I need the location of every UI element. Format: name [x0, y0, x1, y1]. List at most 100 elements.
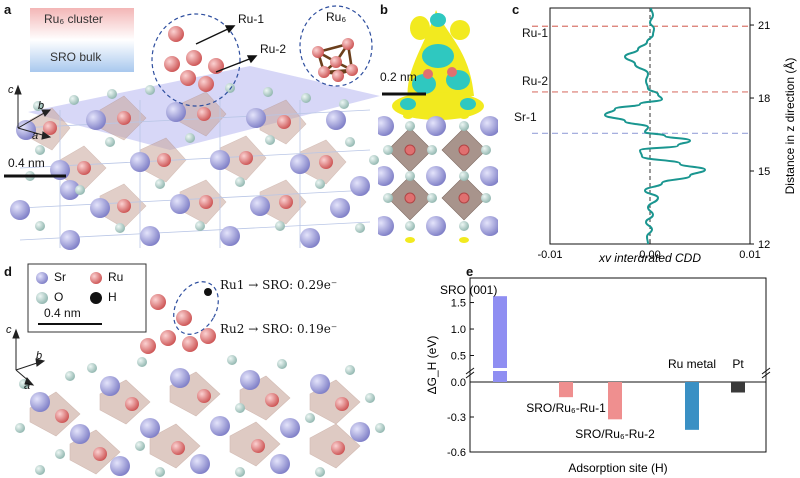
axis-label-b-a: b [38, 100, 45, 112]
slab-d-ru-atoms [55, 389, 349, 461]
chart-e-break-right-1 [761, 367, 771, 375]
h-atom [204, 288, 212, 296]
axis-label-c-a: c [8, 84, 14, 96]
chart-c-x-ticks: -0.01 0.00 0.01 [537, 240, 761, 261]
gradient-legend-box [30, 8, 134, 72]
chart-c-ylabel: Distance in z direction (Å) [782, 58, 797, 195]
label-sr1-c: Sr-1 [514, 110, 537, 124]
chart-e-frame [469, 277, 767, 453]
chart-e-ytick-label: 1.5 [451, 298, 466, 310]
chart-e-category-labels: SRO (001) SRO/Ru₆-Ru-1 SRO/Ru₆-Ru-2 Ru meta… [440, 283, 744, 441]
chart-e-bars [492, 296, 745, 430]
panel-d-structure [12, 263, 385, 477]
legend-o-swatch [36, 292, 48, 304]
charge-transfer-ru2: Ru2 → SRO: 0.19e⁻ [220, 322, 338, 336]
cdd-ru-atoms [423, 67, 457, 79]
chart-c-xlabel: xy intergrated CDD [598, 251, 701, 262]
panel-b-cdd-structure [378, 10, 498, 243]
axis-label-c-d: c [6, 324, 12, 336]
charge-transfer-ru1: Ru1 → SRO: 0.29e⁻ [220, 278, 338, 292]
chart-c-xtick-label: 0.00 [639, 249, 660, 261]
o-atoms [25, 83, 379, 233]
legend-h-swatch [90, 292, 102, 304]
chart-e-free-energy: SRO (001) SRO/Ru₆-Ru-1 SRO/Ru₆-Ru-2 Ru meta… [425, 277, 771, 475]
chart-e-bar-break-gap [492, 368, 508, 371]
chart-c-y-ticks: 12 15 18 21 [750, 20, 770, 251]
chart-e-break-left-1 [465, 367, 475, 375]
chart-e-ytick-label: 1.0 [451, 324, 466, 336]
chart-e-break-left-2 [465, 371, 475, 379]
chart-e-bar-label: Ru metal [668, 357, 716, 371]
chart-c-cdd: -0.01 0.00 0.01 12 15 18 21 xy intergrated CD… [532, 7, 797, 262]
panel-e: e SRO (001) SRO/Ru₆-Ru-1 SRO/Ru₆-Ru-2 Ru me… [420, 258, 800, 478]
legend-o-label: O [54, 290, 64, 304]
h-adsorption-dashed-circle [173, 281, 219, 335]
slab-ru-atoms [404, 144, 470, 204]
cdd-cyan-lobes [400, 13, 476, 110]
legend-h-label: H [108, 290, 117, 304]
slab-o-atoms [383, 121, 491, 231]
chart-e-ytick-label: -0.6 [447, 447, 466, 459]
label-ru2-a: Ru-2 [260, 42, 287, 56]
chart-e-bar-label: SRO/Ru₆-Ru-1 [526, 401, 606, 415]
axis-triad-a [14, 84, 52, 140]
panel-label-c: c [512, 2, 520, 17]
chart-e-xlabel: Adsorption site (H) [568, 461, 667, 475]
panel-c: c -0.01 0.00 0.01 12 15 18 21 xy intergrated … [496, 0, 800, 262]
axis-triad-d [12, 328, 46, 386]
legend-sro-bulk: SRO bulk [50, 50, 102, 64]
sr-atoms [10, 102, 370, 250]
slab-sr-atoms [378, 116, 498, 236]
scale-label-d: 0.4 nm [44, 306, 81, 320]
legend-ru6-cluster: Ru₆ cluster [44, 12, 103, 26]
chart-c-ytick-label: 15 [758, 166, 770, 178]
axis-label-a-a: a [32, 130, 39, 142]
chart-e-axis-breaks [465, 367, 771, 379]
scale-label-b: 0.2 nm [380, 70, 417, 84]
chart-e-break-right-2 [761, 371, 771, 379]
chart-e-bar [608, 382, 622, 420]
panel-label-e: e [466, 264, 474, 279]
chart-e-bar [559, 382, 573, 398]
legend-sr-label: Sr [54, 270, 66, 284]
ru6-inset-atoms [312, 38, 358, 82]
panel-d: d [0, 258, 420, 478]
panel-label-b: b [380, 2, 388, 17]
axis-label-b-d: b [36, 350, 43, 362]
chart-e-bar [493, 296, 507, 382]
ru-arrows [195, 25, 258, 73]
chart-c-cdd-curve [603, 7, 707, 245]
chart-e-ytick-label: 0.5 [451, 351, 466, 363]
scale-label-a: 0.4 nm [8, 156, 45, 170]
ru-bulk-atoms [43, 107, 333, 213]
panel-a: a [0, 0, 390, 250]
slab-yellow-spots [403, 113, 469, 243]
chart-c-xtick-label: 0.01 [739, 249, 760, 261]
axis-label-a-d: a [24, 380, 31, 392]
chart-c-reference-lines [532, 25, 750, 134]
chart-e-bar [731, 382, 745, 393]
chart-e-ytick-label: 0.0 [451, 377, 466, 389]
slab-d-sr-atoms [30, 368, 370, 476]
chart-e-ytick-label: -0.3 [447, 412, 466, 424]
chart-c-ytick-label: 12 [758, 239, 770, 251]
panel-a-structure [4, 5, 380, 250]
panel-label-d: d [4, 264, 12, 279]
chart-c-ytick-label: 21 [758, 20, 770, 32]
chart-e-ylabel: ΔG_H (eV) [425, 336, 439, 395]
legend-sr-swatch [36, 272, 48, 284]
chart-e-bar-label: Pt [732, 357, 744, 371]
label-ru1-c: Ru-1 [522, 26, 549, 40]
ru6-cluster-atoms [164, 26, 224, 92]
chart-e-bar-label: SRO (001) [440, 283, 497, 297]
chart-e-bar [685, 382, 699, 430]
chart-e-y-ticks: -0.6 -0.3 0.0 1.5 1.0 0.5 [447, 298, 474, 459]
label-ru6-inset: Ru₆ [326, 10, 347, 24]
label-ru2-c: Ru-2 [522, 74, 549, 88]
chart-c-ytick-label: 18 [758, 93, 770, 105]
label-ru1-a: Ru-1 [238, 12, 265, 26]
legend-ru-swatch [90, 272, 102, 284]
cluster-dashed-circle [151, 13, 241, 107]
legend-ru-label: Ru [108, 270, 124, 284]
cluster-d-ru-atoms [140, 294, 216, 354]
